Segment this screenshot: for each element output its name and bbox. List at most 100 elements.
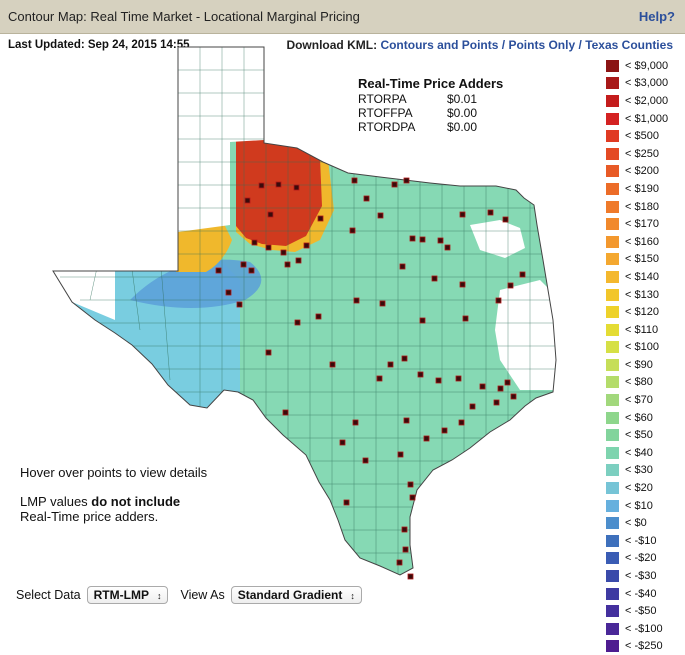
- adder-row: RTORPA $0.01: [358, 92, 503, 106]
- legend-label: < -$250: [625, 640, 663, 653]
- legend-swatch: [606, 218, 619, 231]
- select-data-dropdown[interactable]: RTM-LMP ↕: [86, 586, 169, 604]
- legend-swatch: [606, 570, 619, 583]
- legend-label: < -$30: [625, 570, 657, 583]
- legend-swatch: [606, 200, 619, 213]
- texas-contour-map[interactable]: [0, 44, 600, 584]
- legend-swatch: [606, 622, 619, 635]
- kml-download: Download KML: Contours and Points / Poin…: [286, 38, 673, 52]
- legend-swatch: [606, 552, 619, 565]
- legend-swatch: [606, 587, 619, 600]
- kml-separator: /: [578, 38, 582, 52]
- legend-label: < -$50: [625, 605, 657, 618]
- legend-label: < $90: [625, 358, 653, 371]
- legend-item: < $120: [606, 303, 684, 321]
- price-adders-panel: Real-Time Price Adders RTORPA $0.01 RTOF…: [358, 76, 503, 134]
- outside-market-east: [470, 220, 525, 258]
- legend-swatch: [606, 270, 619, 283]
- legend-swatch: [606, 446, 619, 459]
- lmp-note: LMP values do not include Real-Time pric…: [20, 494, 180, 524]
- lmp-note-suffix: Real-Time price adders.: [20, 509, 159, 524]
- kml-texas-counties-link[interactable]: Texas Counties: [585, 38, 673, 52]
- legend-swatch: [606, 77, 619, 90]
- adder-value: $0.01: [447, 92, 478, 106]
- hover-hint: Hover over points to view details: [20, 465, 208, 480]
- legend-swatch: [606, 640, 619, 653]
- legend-label: < -$40: [625, 587, 657, 600]
- legend-swatch: [606, 323, 619, 336]
- view-as-value: Standard Gradient: [237, 588, 343, 602]
- adder-name: RTORPA: [358, 92, 407, 106]
- legend-item: < $250: [606, 145, 684, 163]
- legend-label: < $100: [625, 341, 659, 354]
- legend-label: < -$20: [625, 552, 657, 565]
- price-adders-title: Real-Time Price Adders: [358, 76, 504, 91]
- legend-item: < $1,000: [606, 110, 684, 128]
- legend-label: < $140: [625, 270, 659, 283]
- legend-item: < -$10: [606, 532, 684, 550]
- adder-name: RTORDPA: [358, 120, 416, 134]
- legend-swatch: [606, 534, 619, 547]
- legend-item: < -$30: [606, 567, 684, 585]
- legend-label: < $10: [625, 499, 653, 512]
- updown-arrow-icon: ↕: [350, 591, 355, 601]
- adder-value: $0.00: [447, 120, 478, 134]
- legend-label: < $60: [625, 411, 653, 424]
- legend-swatch: [606, 517, 619, 530]
- map-controls: Select Data RTM-LMP ↕ View As Standard Gr…: [16, 586, 374, 604]
- legend-item: < -$100: [606, 620, 684, 638]
- legend-swatch: [606, 306, 619, 319]
- kml-points-only-link[interactable]: Points Only: [508, 38, 576, 52]
- legend-item: < -$40: [606, 585, 684, 603]
- kml-label: Download KML:: [286, 38, 378, 52]
- select-data-label: Select Data: [16, 588, 81, 602]
- legend-swatch: [606, 253, 619, 266]
- legend-label: < $80: [625, 376, 653, 389]
- view-as-dropdown[interactable]: Standard Gradient ↕: [230, 586, 362, 604]
- legend-swatch: [606, 130, 619, 143]
- legend-item: < $10: [606, 497, 684, 515]
- kml-contours-and-points-link[interactable]: Contours and Points: [380, 38, 499, 52]
- legend-item: < $30: [606, 462, 684, 480]
- adder-name: RTOFFPA: [358, 106, 413, 120]
- legend-label: < $200: [625, 165, 659, 178]
- legend-label: < $2,000: [625, 94, 669, 107]
- legend-label: < $3,000: [625, 77, 669, 90]
- legend-item: < $140: [606, 268, 684, 286]
- legend-swatch: [606, 464, 619, 477]
- legend-swatch: [606, 165, 619, 178]
- legend-label: < $30: [625, 464, 653, 477]
- legend-item: < $60: [606, 409, 684, 427]
- kml-separator: /: [501, 38, 506, 52]
- legend-item: < $130: [606, 286, 684, 304]
- outside-market-southeast: [495, 280, 556, 390]
- legend-item: < $80: [606, 374, 684, 392]
- title-bar: Contour Map: Real Time Market - Location…: [0, 0, 685, 34]
- legend-item: < $170: [606, 215, 684, 233]
- last-updated: Last Updated: Sep 24, 2015 14:55: [8, 39, 190, 51]
- page-title: Contour Map: Real Time Market - Location…: [8, 9, 360, 24]
- legend-swatch: [606, 605, 619, 618]
- contour-hot: [236, 134, 322, 246]
- legend-label: < $0: [625, 517, 647, 530]
- legend-label: < $70: [625, 394, 653, 407]
- price-points[interactable]: [215, 177, 526, 580]
- legend-item: < $0: [606, 514, 684, 532]
- legend-item: < $20: [606, 479, 684, 497]
- legend-item: < $160: [606, 233, 684, 251]
- legend-item: < $180: [606, 198, 684, 216]
- legend-swatch: [606, 411, 619, 424]
- legend-label: < -$10: [625, 534, 657, 547]
- legend-swatch: [606, 94, 619, 107]
- legend-item: < $150: [606, 251, 684, 269]
- legend-item: < $40: [606, 444, 684, 462]
- outside-market-el-paso: [53, 271, 115, 320]
- legend-swatch: [606, 482, 619, 495]
- adder-row: RTOFFPA $0.00: [358, 106, 503, 120]
- help-link[interactable]: Help?: [638, 9, 675, 24]
- legend-label: < $180: [625, 200, 659, 213]
- legend-item: < -$250: [606, 638, 684, 655]
- legend-swatch: [606, 288, 619, 301]
- legend-label: < $110: [625, 323, 659, 336]
- legend-item: < $200: [606, 163, 684, 181]
